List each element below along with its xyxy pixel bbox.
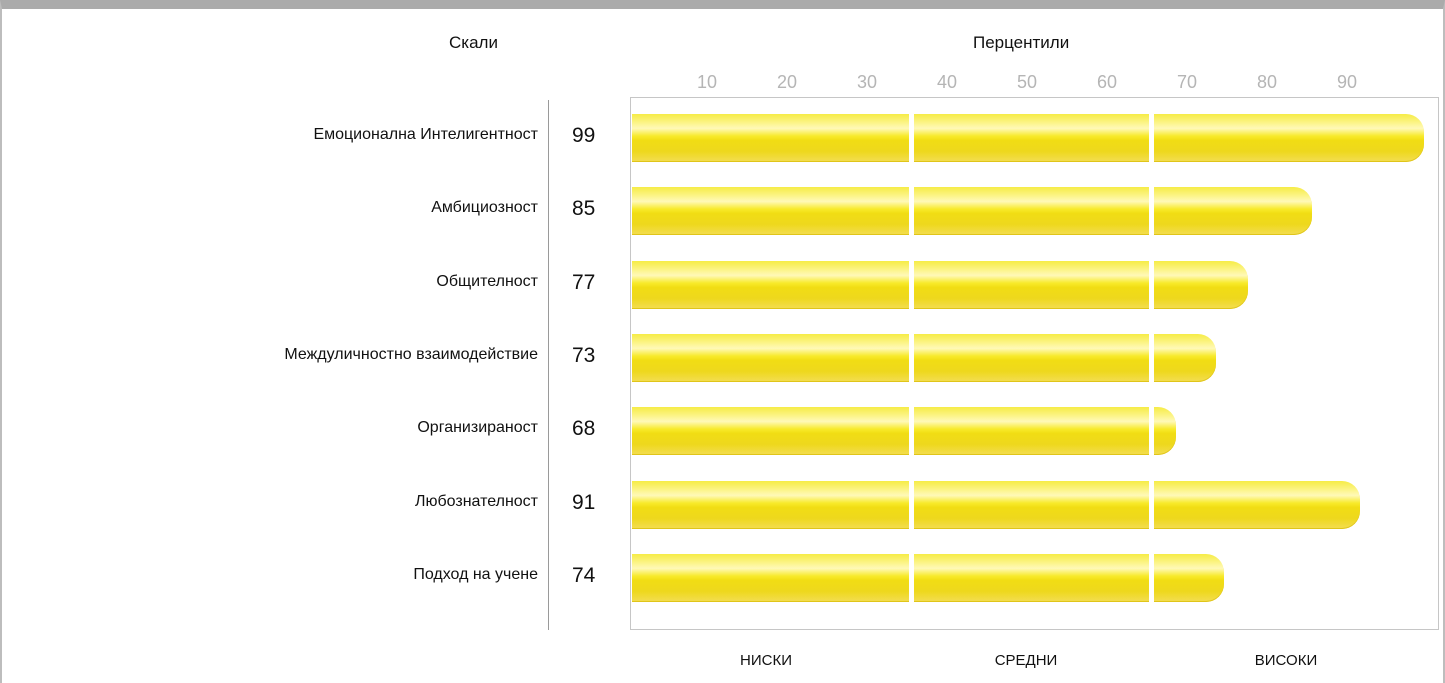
zone-separator: [1149, 260, 1154, 309]
x-tick-label: 60: [1096, 72, 1118, 92]
scale-label: Общителност: [436, 272, 538, 290]
zone-separator: [909, 407, 914, 456]
percentile-value: 85: [572, 197, 596, 221]
plot-area: [630, 97, 1439, 630]
zone-separator: [909, 114, 914, 162]
percentile-value: 77: [572, 270, 596, 294]
zone-label: ВИСОКИ: [1254, 652, 1318, 669]
zone-separator: [909, 480, 914, 529]
percentile-bar: [632, 114, 1424, 162]
scale-label: Емоционална Интелигентност: [313, 126, 538, 143]
zone-separator: [1149, 553, 1154, 602]
zone-separator: [1149, 480, 1154, 529]
percentiles-header: Перцентили: [973, 33, 1070, 52]
percentile-value: 73: [572, 343, 596, 367]
zone-separator: [909, 187, 914, 236]
x-tick-label: 90: [1336, 72, 1358, 92]
percentile-value: 68: [572, 417, 596, 441]
percentile-bar: [632, 187, 1312, 236]
scale-label: Подход на учене: [413, 565, 538, 583]
x-tick-label: 50: [1016, 72, 1038, 92]
percentile-bar: [632, 260, 1248, 309]
zone-separator: [1149, 333, 1154, 382]
percentile-bar: [632, 407, 1176, 456]
scale-label: Междуличностно взаимодействие: [284, 345, 538, 363]
percentile-bar: [632, 480, 1360, 529]
zone-separator: [1149, 187, 1154, 236]
x-tick-label: 10: [696, 72, 718, 92]
x-tick-label: 20: [776, 72, 798, 92]
zone-label: НИСКИ: [740, 652, 792, 669]
percentile-value: 99: [572, 124, 596, 147]
zone-separator: [1149, 407, 1154, 456]
x-tick-label: 30: [856, 72, 878, 92]
scale-divider-line: [548, 100, 549, 630]
scales-header: Скали: [449, 33, 498, 52]
scale-label: Амбициозност: [431, 199, 538, 217]
percentile-value: 91: [572, 490, 596, 514]
zone-separator: [909, 260, 914, 309]
x-tick-label: 70: [1176, 72, 1198, 92]
x-tick-label: 40: [936, 72, 958, 92]
scale-label: Организираност: [417, 419, 538, 437]
zone-separator: [909, 333, 914, 382]
percentile-value: 74: [572, 563, 596, 587]
percentile-bar: [632, 553, 1224, 602]
zone-separator: [909, 553, 914, 602]
zone-label: СРЕДНИ: [994, 652, 1058, 669]
percentile-bar: [632, 333, 1216, 382]
zone-separator: [1149, 114, 1154, 162]
scale-label: Любознателност: [414, 492, 538, 510]
x-tick-label: 80: [1256, 72, 1278, 92]
